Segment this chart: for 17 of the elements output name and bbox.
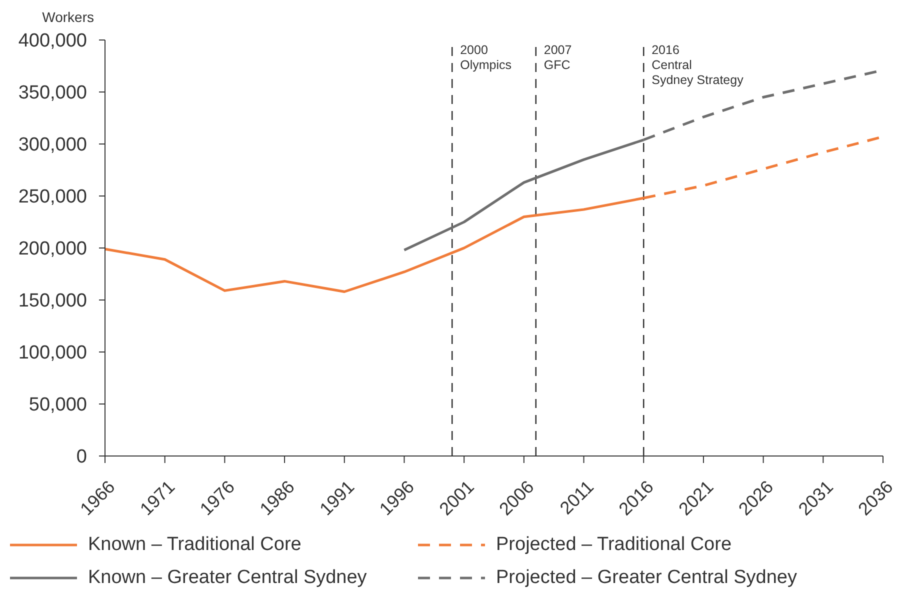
y-tick-label: 0 <box>76 446 87 468</box>
legend-label: Known – Traditional Core <box>88 534 302 556</box>
y-tick-label: 250,000 <box>18 186 87 208</box>
legend-label: Projected – Greater Central Sydney <box>496 566 797 588</box>
legend-label: Known – Greater Central Sydney <box>88 566 367 588</box>
y-tick-label: 400,000 <box>18 30 87 52</box>
legend-label: Projected – Traditional Core <box>496 534 732 556</box>
y-tick-label: 350,000 <box>18 82 87 104</box>
annotation: 2007 GFC <box>544 43 572 72</box>
y-tick-label: 50,000 <box>28 394 87 416</box>
annotation: 2000 Olympics <box>460 43 512 72</box>
y-tick-label: 200,000 <box>18 238 87 260</box>
ref-line-label: 2016 Central Sydney Strategy <box>652 43 744 87</box>
y-tick-label: 150,000 <box>18 290 87 312</box>
y-tick-label: 100,000 <box>18 342 87 364</box>
y-axis-title: Workers <box>42 9 94 25</box>
y-tick-label: 300,000 <box>18 134 87 156</box>
